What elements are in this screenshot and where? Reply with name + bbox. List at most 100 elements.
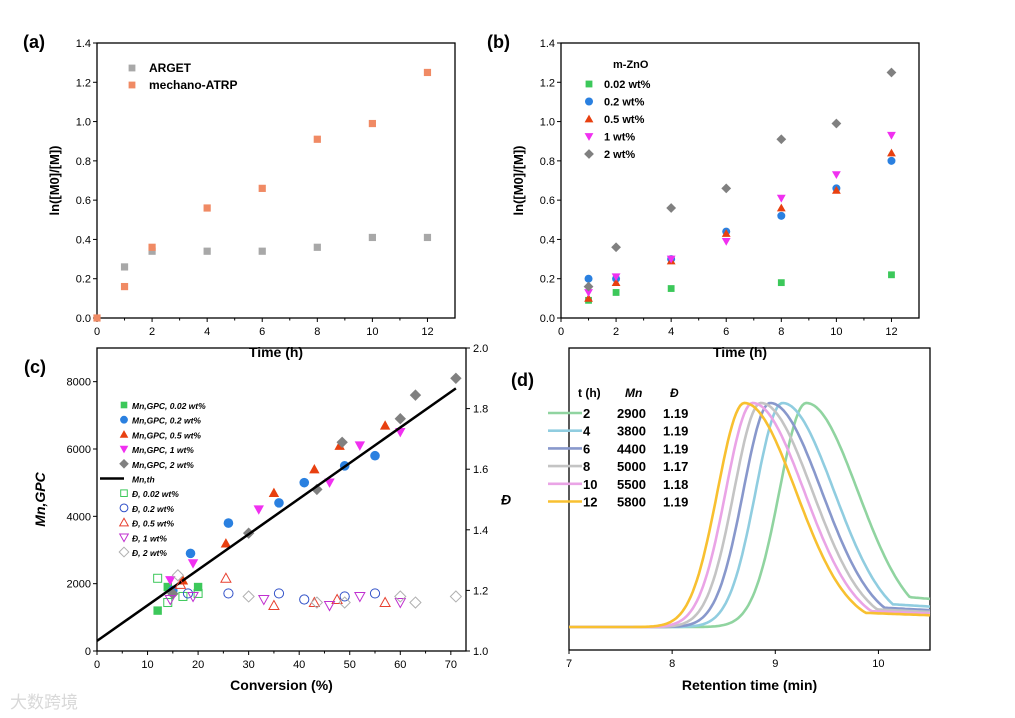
legend-dispersity: 1.17 <box>663 459 688 474</box>
legend-marker <box>120 415 128 424</box>
legend-time: 6 <box>583 441 590 456</box>
legend-label: Mn,GPC, 1 wt% <box>132 445 194 455</box>
legend-dispersity: 1.19 <box>663 495 688 510</box>
legend-label: 2 wt% <box>604 149 635 161</box>
x-tick-label: 60 <box>394 659 406 671</box>
y-tick-label: 8000 <box>67 377 91 389</box>
data-point <box>203 247 211 255</box>
y2-tick-label: 1.6 <box>473 464 488 476</box>
data-point <box>721 237 731 246</box>
legend-mn: 5000 <box>617 459 646 474</box>
data-point <box>120 263 129 271</box>
gpc-trace <box>569 401 931 629</box>
x-tick-label: 70 <box>445 659 457 671</box>
x-tick-label: 40 <box>293 659 305 671</box>
data-point <box>153 606 162 615</box>
data-point <box>148 243 156 251</box>
legend-dispersity: 1.19 <box>663 406 688 421</box>
data-point <box>163 582 172 592</box>
data-point <box>299 594 310 605</box>
y-tick-label: 0.4 <box>76 234 91 246</box>
x-tick-label: 7 <box>566 658 572 670</box>
plot-frame <box>568 347 931 651</box>
legend-marker <box>119 503 129 513</box>
data-point <box>182 588 194 599</box>
y-tick-label: 2000 <box>67 579 91 591</box>
data-point <box>776 194 786 203</box>
y2-tick-label: 1.8 <box>473 404 488 416</box>
data-point <box>584 289 593 297</box>
legend-mn: 5800 <box>617 495 646 510</box>
x-tick-label: 8 <box>778 326 784 338</box>
data-point <box>193 588 203 598</box>
data-point <box>887 156 896 165</box>
legend-dispersity: 1.19 <box>663 441 688 456</box>
data-point <box>167 588 179 600</box>
data-point <box>353 591 366 603</box>
data-point <box>203 204 211 212</box>
data-point <box>831 185 841 194</box>
y2-tick-label: 1.4 <box>473 525 488 537</box>
data-point <box>449 590 463 603</box>
data-point <box>268 487 280 497</box>
data-point <box>164 594 177 606</box>
table-header-time: t (h) <box>578 386 601 400</box>
x-tick-label: 9 <box>772 658 778 670</box>
legend-label: 1 wt% <box>604 132 635 144</box>
panel-label: (c) <box>24 357 46 377</box>
data-point <box>776 203 786 212</box>
data-point <box>223 518 234 528</box>
y-tick-label: 1.2 <box>540 77 555 89</box>
data-point <box>369 588 381 599</box>
legend-label: mechano-ATRP <box>149 78 237 92</box>
y-tick-label: 4000 <box>67 511 91 523</box>
watermark: 大数跨境 <box>10 693 78 713</box>
legend-label: Đ, 0.5 wt% <box>132 519 174 529</box>
x-tick-label: 0 <box>94 659 100 671</box>
y-tick-label: 0.8 <box>76 156 91 168</box>
x-axis-label: Time (h) <box>249 344 303 360</box>
data-point <box>394 590 407 603</box>
data-point <box>721 229 731 237</box>
data-point <box>368 233 376 242</box>
legend-time: 10 <box>583 477 597 492</box>
data-point <box>242 590 255 603</box>
y-tick-label: 0.2 <box>76 274 91 286</box>
y-tick-label: 0.2 <box>540 274 555 286</box>
data-point <box>274 498 284 508</box>
legend-dispersity: 1.18 <box>663 477 688 492</box>
y-tick-label: 0.0 <box>76 313 91 325</box>
data-point <box>831 118 842 129</box>
data-point <box>339 591 350 602</box>
data-point <box>223 588 234 599</box>
y-axis-label: ln([M0]/[M]) <box>47 145 62 215</box>
data-point <box>379 420 391 430</box>
data-point <box>666 203 677 213</box>
legend-marker <box>128 64 136 72</box>
data-point <box>324 478 335 488</box>
x-tick-label: 6 <box>259 326 265 338</box>
data-point <box>423 233 432 242</box>
legend-marker <box>585 97 593 106</box>
legend-time: 2 <box>583 406 590 421</box>
table-header-dispersity: Đ <box>670 386 679 400</box>
panel-label: (d) <box>511 370 534 390</box>
data-point <box>409 389 422 401</box>
data-point <box>831 171 841 180</box>
data-point <box>268 599 280 611</box>
legend-marker <box>119 459 129 469</box>
data-point <box>721 183 732 194</box>
legend-marker <box>584 133 594 141</box>
data-point <box>309 464 320 474</box>
data-point <box>120 282 129 291</box>
data-point <box>887 131 896 140</box>
data-point <box>667 285 675 292</box>
data-point <box>178 591 188 601</box>
data-point <box>93 314 101 322</box>
x-tick-label: 2 <box>149 326 155 338</box>
x-axis-label: Retention time (min) <box>682 677 817 693</box>
x-tick-label: 8 <box>314 326 320 338</box>
data-point <box>313 135 321 143</box>
x-tick-label: 10 <box>366 326 378 338</box>
